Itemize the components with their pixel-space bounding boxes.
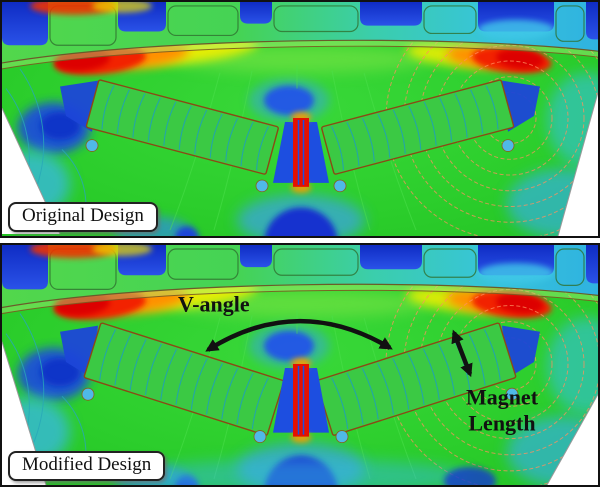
sector-cut-right bbox=[557, 92, 598, 236]
magnet-length-annotation: Magnet Length bbox=[451, 329, 539, 436]
rotor-low-flux-blobs bbox=[132, 458, 496, 485]
magnet-length-label-line1: Magnet bbox=[466, 384, 539, 409]
magnet-length-arrow bbox=[451, 329, 473, 378]
modified-design-panel: V-angle Magnet Length Modified Design bbox=[0, 243, 600, 487]
v-angle-annotation: V-angle bbox=[178, 291, 393, 352]
magnet-corner-notches bbox=[85, 139, 515, 193]
magnet-corner-notches bbox=[81, 387, 519, 444]
magnet-length-label-line2: Length bbox=[468, 410, 535, 435]
sector-cut-right bbox=[546, 393, 598, 485]
design-label: Modified Design bbox=[8, 451, 166, 481]
original-design-panel: Original Design bbox=[0, 0, 600, 238]
v-angle-label: V-angle bbox=[178, 291, 250, 316]
fea-plot-original bbox=[2, 2, 598, 236]
center-post bbox=[293, 118, 309, 187]
v-angle-arrow bbox=[205, 318, 393, 352]
center-flux-barrier bbox=[273, 112, 329, 193]
design-label: Original Design bbox=[8, 202, 158, 232]
fea-plot-modified: V-angle Magnet Length bbox=[2, 245, 598, 485]
center-flux-barrier bbox=[273, 357, 329, 443]
center-post bbox=[293, 363, 309, 437]
